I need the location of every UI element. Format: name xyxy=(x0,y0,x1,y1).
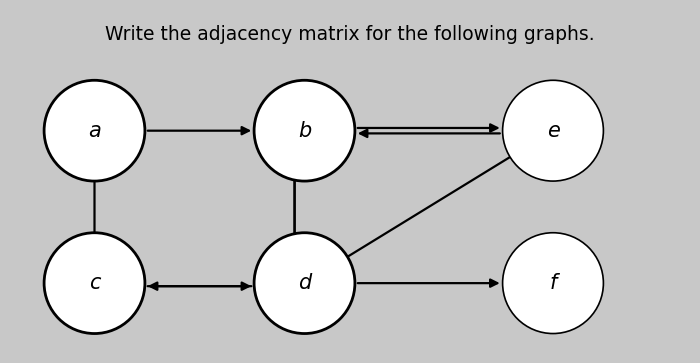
FancyArrowPatch shape xyxy=(360,130,500,137)
FancyArrowPatch shape xyxy=(291,150,298,267)
FancyArrowPatch shape xyxy=(150,282,251,290)
FancyArrowPatch shape xyxy=(327,146,528,269)
Ellipse shape xyxy=(503,80,603,181)
FancyArrowPatch shape xyxy=(358,125,498,131)
Ellipse shape xyxy=(44,233,145,334)
Text: d: d xyxy=(298,273,311,293)
Ellipse shape xyxy=(254,80,355,181)
FancyArrowPatch shape xyxy=(148,282,249,290)
Text: f: f xyxy=(550,273,556,293)
FancyArrowPatch shape xyxy=(91,147,98,264)
Ellipse shape xyxy=(503,233,603,334)
Text: b: b xyxy=(298,121,311,141)
Text: Write the adjacency matrix for the following graphs.: Write the adjacency matrix for the follo… xyxy=(105,25,595,44)
Text: c: c xyxy=(89,273,100,293)
Text: a: a xyxy=(88,121,101,141)
Ellipse shape xyxy=(254,233,355,334)
FancyArrowPatch shape xyxy=(291,147,298,264)
Ellipse shape xyxy=(44,80,145,181)
FancyArrowPatch shape xyxy=(358,280,497,287)
FancyArrowPatch shape xyxy=(148,127,248,134)
Text: e: e xyxy=(547,121,559,141)
